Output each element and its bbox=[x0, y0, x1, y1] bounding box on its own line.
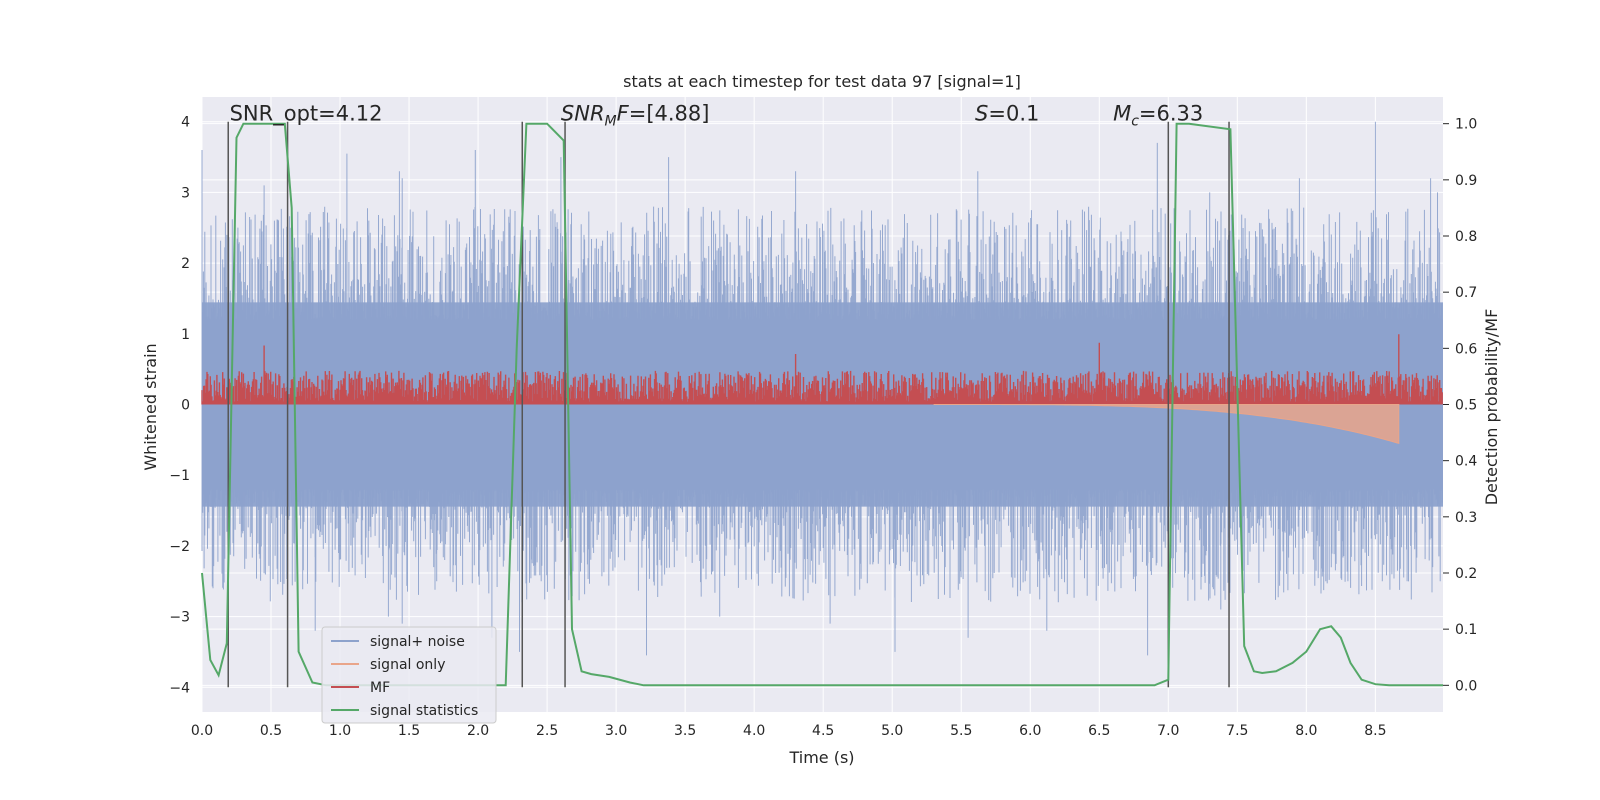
legend-frame bbox=[321, 626, 497, 724]
signal-statistics-series bbox=[201, 122, 1443, 687]
x-tick-label: 7.5 bbox=[1226, 723, 1248, 739]
y2-tick-label: 0.0 bbox=[1455, 678, 1477, 694]
mf-series bbox=[201, 334, 1443, 405]
plot-area bbox=[201, 97, 1443, 712]
annotation-1: SNRMF=[4.88] bbox=[561, 102, 710, 130]
signal-only-trace bbox=[933, 404, 1400, 445]
y2-tick-label: 0.3 bbox=[1455, 510, 1477, 526]
x-tick-label: 5.5 bbox=[950, 723, 972, 739]
y-tick-label: 3 bbox=[181, 185, 190, 201]
y-tick-label: 4 bbox=[181, 115, 190, 131]
x-axis-ticks: 0.0 0.5 1.0 1.5 2.0 2.5 3.0 3.5 4.0 4.5 5.0 5.5 6.0 6… bbox=[191, 723, 1387, 739]
y-tick-label: 1 bbox=[181, 327, 190, 343]
legend-label-signal-only: signal only bbox=[370, 657, 445, 673]
y2-tick-label: 0.8 bbox=[1455, 229, 1477, 245]
y2-tick-label: 1.0 bbox=[1455, 117, 1477, 133]
x-tick-label: 2.0 bbox=[467, 723, 489, 739]
x-tick-label: 8.5 bbox=[1364, 723, 1386, 739]
x-tick-label: 3.5 bbox=[674, 723, 696, 739]
y2-axis-label: Detection probability/MF bbox=[1482, 309, 1501, 506]
x-tick-label: 6.5 bbox=[1088, 723, 1110, 739]
x-tick-label: 4.0 bbox=[743, 723, 765, 739]
y-tick-label: 0 bbox=[181, 398, 190, 414]
x-axis-label: Time (s) bbox=[788, 748, 854, 767]
y-tick-label: −4 bbox=[169, 680, 190, 696]
legend-label-mf: MF bbox=[370, 680, 390, 696]
y-axis-ticks: 4 3 2 1 0 −1 −2 −3 −4 bbox=[169, 115, 190, 697]
x-tick-label: 8.0 bbox=[1295, 723, 1317, 739]
y2-tick-label: 0.2 bbox=[1455, 566, 1477, 582]
y2-tick-label: 0.7 bbox=[1455, 285, 1477, 301]
y-tick-label: −1 bbox=[169, 468, 190, 484]
y-axis-label: Whitened strain bbox=[141, 343, 160, 470]
legend-label-signal-statistics: signal statistics bbox=[370, 703, 478, 719]
y2-axis-ticks: 1.0 0.9 0.8 0.7 0.6 0.5 0.4 0.3 0.2 0.1 0.0 bbox=[1443, 117, 1477, 694]
x-tick-label: 0.0 bbox=[191, 723, 213, 739]
y-tick-label: −2 bbox=[169, 539, 190, 555]
x-tick-label: 7.0 bbox=[1157, 723, 1179, 739]
annotations: SNR_opt=4.12 SNRMF=[4.88] S=0.1 Mc=6.33 bbox=[230, 102, 1204, 130]
y-tick-label: −3 bbox=[169, 610, 190, 626]
x-tick-label: 1.5 bbox=[398, 723, 420, 739]
mf-trace bbox=[201, 334, 1443, 405]
x-tick-label: 2.5 bbox=[536, 723, 558, 739]
y2-tick-label: 0.5 bbox=[1455, 398, 1477, 414]
legend-label-signal-noise: signal+ noise bbox=[370, 634, 465, 650]
x-tick-label: 0.5 bbox=[260, 723, 282, 739]
y2-tick-label: 0.4 bbox=[1455, 454, 1477, 470]
y2-tick-label: 0.1 bbox=[1455, 622, 1477, 638]
x-tick-label: 4.5 bbox=[812, 723, 834, 739]
annotation-2: S=0.1 bbox=[975, 102, 1039, 126]
y2-tick-label: 0.6 bbox=[1455, 341, 1477, 357]
signal-only-series bbox=[933, 404, 1400, 445]
y2-tick-label: 0.9 bbox=[1455, 173, 1477, 189]
legend: signal+ noise signal only MF signal stat… bbox=[321, 626, 497, 724]
x-tick-label: 6.0 bbox=[1019, 723, 1041, 739]
y-tick-label: 2 bbox=[181, 256, 190, 272]
x-tick-label: 1.0 bbox=[329, 723, 351, 739]
signal-statistics-line bbox=[201, 122, 1443, 687]
annotation-0: SNR_opt=4.12 bbox=[230, 102, 383, 127]
x-tick-label: 5.0 bbox=[881, 723, 903, 739]
annotation-3: Mc=6.33 bbox=[1113, 102, 1203, 130]
chart-title: stats at each timestep for test data 97 … bbox=[623, 72, 1021, 91]
x-tick-label: 3.0 bbox=[605, 723, 627, 739]
